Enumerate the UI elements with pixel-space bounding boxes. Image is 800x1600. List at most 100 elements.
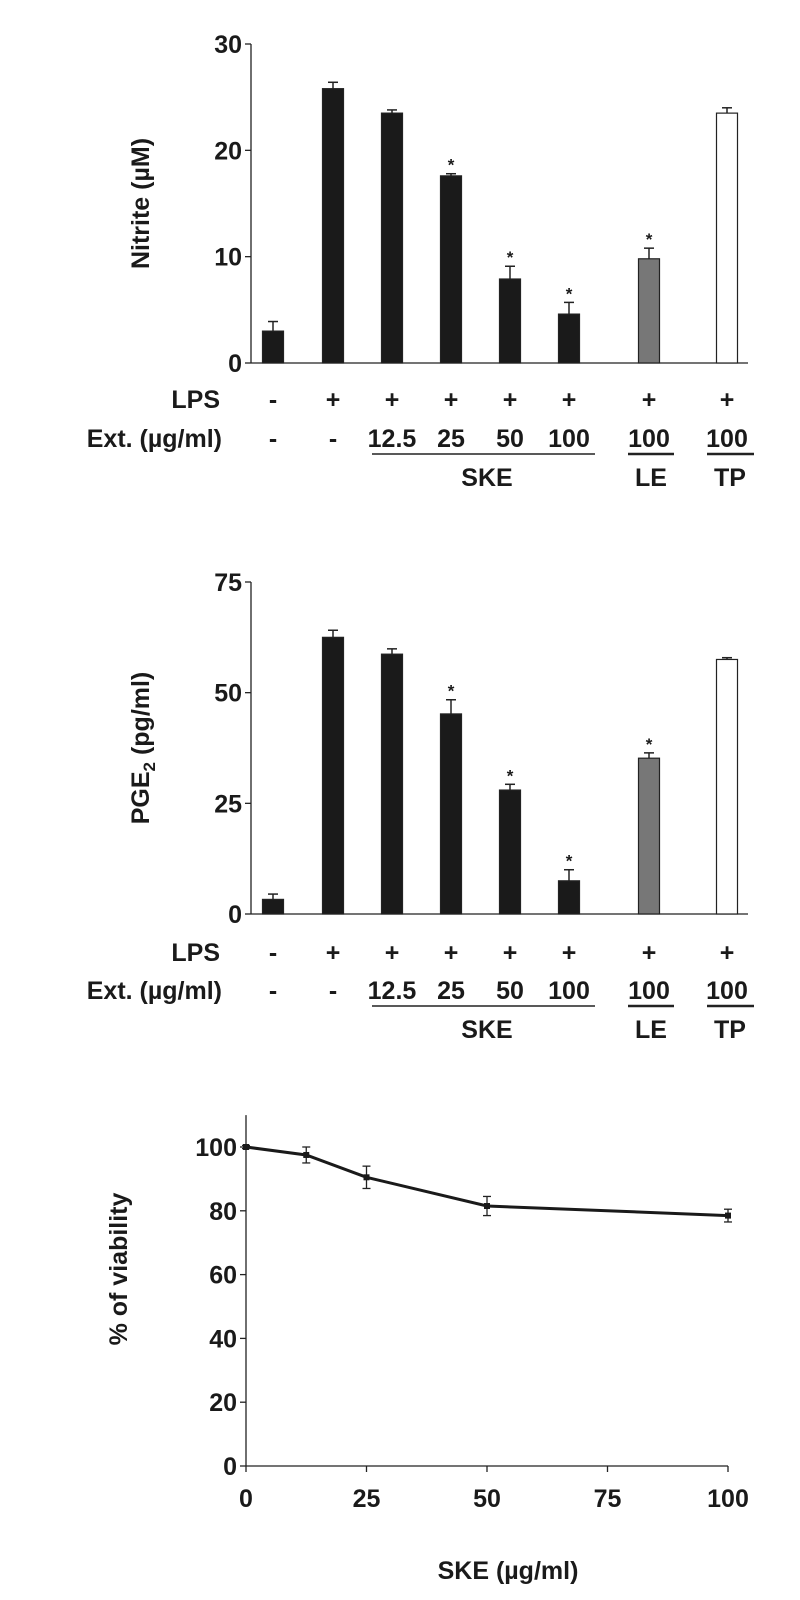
significance-marker: * (448, 156, 455, 175)
ext-value: 100 (628, 977, 670, 1005)
ext-value: 100 (628, 425, 670, 453)
bar (439, 175, 463, 364)
bar (715, 112, 739, 364)
significance-marker: * (566, 852, 573, 871)
tp-group-label: TP (714, 1016, 746, 1044)
y-axis-label-text: PGE (127, 771, 155, 824)
bar (715, 658, 739, 915)
y-tick-label: 20 (214, 137, 242, 165)
lps-value: + (720, 939, 735, 967)
ext-value: - (269, 977, 277, 1005)
ske-group-label: SKE (461, 464, 512, 492)
bar (321, 88, 345, 364)
bar-chart-2: 0 25 50 75 PGE2 (pg/ml) - - + - +12.5 * +25 * +50 * +10… (87, 569, 754, 1044)
bar (380, 112, 404, 364)
ext-value: 50 (496, 425, 524, 453)
ext-value: 12.5 (368, 425, 417, 453)
y-tick-label: 60 (209, 1262, 237, 1290)
lps-value: - (269, 939, 277, 967)
ext-value: 25 (437, 425, 465, 453)
ext-value: - (329, 977, 337, 1005)
ext-value: 12.5 (368, 977, 417, 1005)
x-tick-label: 25 (353, 1485, 381, 1513)
lps-value: + (444, 939, 459, 967)
y-tick-label: 25 (214, 790, 242, 818)
bar (637, 757, 661, 915)
x-tick-label: 50 (473, 1485, 501, 1513)
bar (321, 636, 345, 915)
lps-value: + (385, 939, 400, 967)
y-tick-label: 0 (223, 1453, 237, 1481)
ext-value: - (269, 425, 277, 453)
lps-row-label: LPS (171, 939, 220, 967)
data-point (725, 1212, 731, 1219)
y-tick-label: 75 (214, 569, 242, 597)
significance-marker: * (448, 682, 455, 701)
bar (557, 880, 581, 915)
y-tick-label: 30 (214, 31, 242, 59)
significance-marker: * (566, 284, 573, 303)
lps-value: + (720, 386, 735, 414)
bar (498, 789, 522, 915)
lps-row-label: LPS (171, 386, 220, 414)
bar-chart-1: 0 10 20 30 Nitrite (µM) - - + - +12.5 * +25 * +50 * +10… (87, 31, 754, 492)
y-axis-label-subscript: 2 (140, 762, 159, 771)
bar (498, 278, 522, 364)
x-tick-label: 75 (594, 1485, 622, 1513)
bar (557, 313, 581, 364)
lps-value: + (326, 386, 341, 414)
y-tick-label: 40 (209, 1325, 237, 1353)
y-tick-label: 80 (209, 1198, 237, 1226)
lps-value: - (269, 386, 277, 414)
x-tick-label: 100 (707, 1485, 749, 1513)
significance-marker: * (646, 230, 653, 249)
lps-value: + (562, 386, 577, 414)
data-point (363, 1174, 370, 1181)
ext-row-label: Ext. (µg/ml) (87, 425, 222, 453)
y-axis-label-unit: (pg/ml) (127, 672, 155, 762)
significance-marker: * (507, 766, 514, 785)
tp-group-label: TP (714, 464, 746, 492)
lps-value: + (444, 386, 459, 414)
ext-row-label: Ext. (µg/ml) (87, 977, 222, 1005)
lps-value: + (642, 939, 657, 967)
y-tick-label: 50 (214, 680, 242, 708)
significance-marker: * (507, 248, 514, 267)
bar (261, 330, 285, 364)
data-point (303, 1151, 310, 1158)
lps-value: + (503, 939, 518, 967)
significance-marker: * (646, 735, 653, 754)
y-axis-label: Nitrite (µM) (127, 138, 155, 269)
y-axis-label-text: Nitrite (µM) (127, 138, 155, 269)
data-point (484, 1203, 490, 1210)
bar (261, 898, 285, 915)
lps-value: + (642, 386, 657, 414)
le-group-label: LE (635, 464, 667, 492)
y-tick-label: 100 (195, 1134, 237, 1162)
le-group-label: LE (635, 1016, 667, 1044)
ext-value: 100 (548, 977, 590, 1005)
bar (380, 653, 404, 915)
y-tick-label: 20 (209, 1389, 237, 1417)
x-tick-label: 0 (239, 1485, 253, 1513)
x-axis-label: SKE (µg/ml) (438, 1557, 579, 1585)
lps-value: + (503, 386, 518, 414)
y-tick-label: 10 (214, 244, 242, 272)
ext-value: 50 (496, 977, 524, 1005)
y-tick-label: 0 (228, 350, 242, 378)
ske-group-label: SKE (461, 1016, 512, 1044)
ext-value: - (329, 425, 337, 453)
ext-value: 25 (437, 977, 465, 1005)
y-axis-label: % of viability (105, 1193, 133, 1346)
lps-value: + (562, 939, 577, 967)
ext-value: 100 (706, 977, 748, 1005)
lps-value: + (326, 939, 341, 967)
line-chart: 0 20 40 60 80 100 0 25 50 75 100 % of viability SKE … (105, 1115, 749, 1585)
bar (637, 258, 661, 364)
ext-value: 100 (548, 425, 590, 453)
y-axis-label: PGE2 (pg/ml) (127, 672, 159, 825)
bar (439, 713, 463, 915)
data-point (243, 1144, 249, 1150)
y-tick-label: 0 (228, 901, 242, 929)
